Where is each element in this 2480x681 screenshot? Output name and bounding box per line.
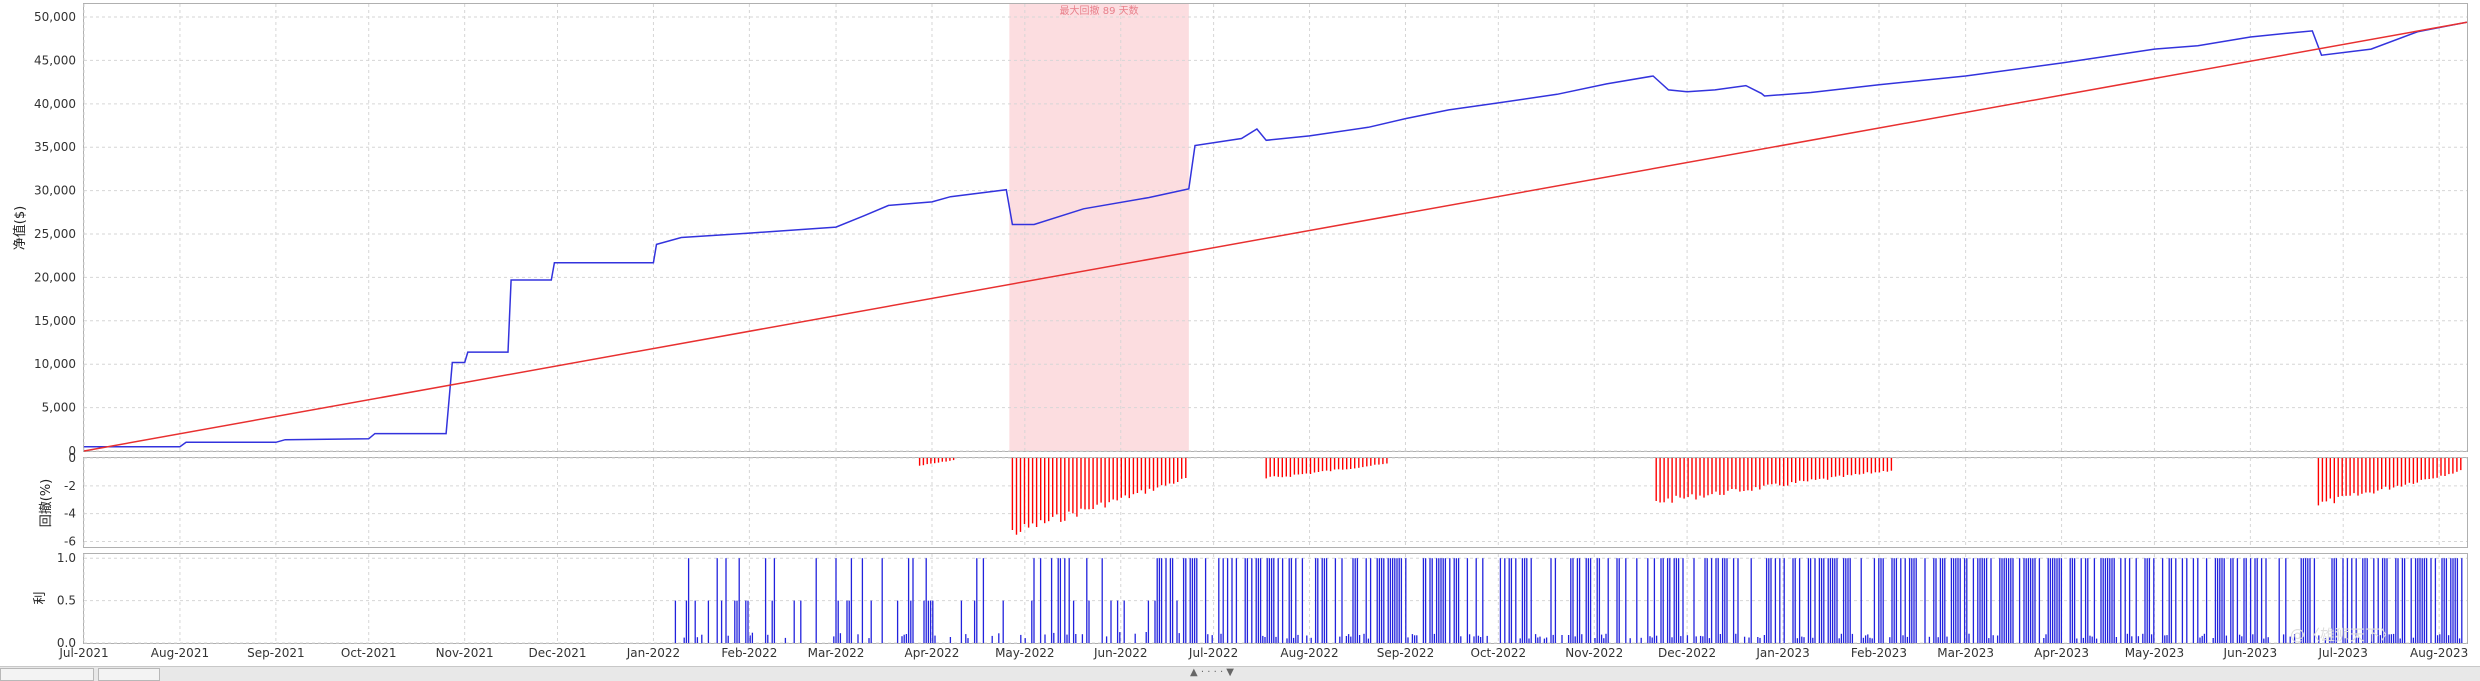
drawdown-axis-label: 回撤(%) bbox=[38, 479, 54, 528]
x-tick-label: Sep-2022 bbox=[1377, 646, 1435, 660]
x-tick-label: Mar-2022 bbox=[808, 646, 865, 660]
max-drawdown-highlight bbox=[1009, 4, 1189, 451]
bottom-tab-1[interactable] bbox=[0, 668, 94, 681]
x-tick-label: Jan-2022 bbox=[626, 646, 680, 660]
profit-axis-label: 利 bbox=[33, 591, 48, 604]
equity-y-tick: 15,000 bbox=[34, 314, 76, 328]
equity-line bbox=[84, 21, 2468, 448]
backtest-chart: 最大回撤 89 天数 50,000 45,000 40,000 35,000 30,00… bbox=[12, 3, 2468, 660]
equity-panel bbox=[83, 3, 2468, 452]
x-tick-label: Jun-2022 bbox=[1093, 646, 1148, 660]
drawdown-y-tick: -4 bbox=[64, 507, 76, 521]
equity-y-tick: 20,000 bbox=[34, 270, 76, 284]
bottom-scroll-strip[interactable]: ▲ · · · · ▼ bbox=[0, 666, 2480, 681]
profit-y-tick: 0.5 bbox=[57, 594, 76, 608]
drawdown-y-tick: -2 bbox=[64, 479, 76, 493]
x-tick-labels: Jul-2021 Aug-2021 Sep-2021 Oct-2021 Nov-2021… bbox=[58, 646, 2468, 660]
x-tick-label: Dec-2022 bbox=[1658, 646, 1716, 660]
x-tick-label: Oct-2021 bbox=[341, 646, 397, 660]
x-tick-label: Aug-2021 bbox=[151, 646, 209, 660]
equity-y-tick: 50,000 bbox=[34, 10, 76, 24]
drawdown-bars-group bbox=[918, 458, 2462, 535]
x-tick-label: Jan-2023 bbox=[1755, 646, 1809, 660]
x-tick-label: May-2022 bbox=[995, 646, 1054, 660]
profit-bars-group bbox=[674, 558, 2463, 643]
grid-lines bbox=[83, 4, 2467, 644]
resize-grip-icon[interactable]: ▲ · · · · ▼ bbox=[1190, 667, 1234, 678]
x-tick-label: May-2023 bbox=[2125, 646, 2184, 660]
equity-series-group bbox=[83, 21, 2468, 452]
profit-y-tick: 1.0 bbox=[57, 551, 76, 565]
y-tick-labels: 50,000 45,000 40,000 35,000 30,000 25,000 20,0… bbox=[34, 10, 76, 650]
bottom-tab-2[interactable] bbox=[98, 668, 160, 681]
equity-y-tick: 10,000 bbox=[34, 357, 76, 371]
equity-y-tick: 35,000 bbox=[34, 140, 76, 154]
x-tick-label: Mar-2023 bbox=[1937, 646, 1994, 660]
equity-y-tick: 5,000 bbox=[42, 401, 76, 415]
x-tick-label: Jul-2023 bbox=[2318, 646, 2368, 660]
x-tick-label: Apr-2022 bbox=[905, 646, 960, 660]
equity-y-tick: 25,000 bbox=[34, 227, 76, 241]
x-tick-label: Feb-2023 bbox=[1851, 646, 1907, 660]
x-tick-label: Jul-2021 bbox=[58, 646, 108, 660]
profit-y-tick: 0.0 bbox=[57, 636, 76, 650]
equity-y-tick: 0 bbox=[68, 444, 76, 458]
x-tick-label: Nov-2021 bbox=[436, 646, 494, 660]
x-tick-label: Feb-2022 bbox=[721, 646, 777, 660]
watermark: @〈雄狮天下〉 bbox=[2290, 626, 2395, 644]
x-tick-label: Jun-2023 bbox=[2223, 646, 2278, 660]
x-tick-label: Jul-2022 bbox=[1188, 646, 1238, 660]
x-tick-label: Aug-2022 bbox=[1280, 646, 1338, 660]
drawdown-panel bbox=[83, 457, 2468, 548]
drawdown-y-tick: -6 bbox=[64, 534, 76, 548]
equity-axis-label: 净值($) bbox=[12, 206, 28, 250]
drawdown-y-tick: 0 bbox=[68, 451, 76, 465]
max-drawdown-label: 最大回撤 89 天数 bbox=[1060, 4, 1139, 17]
x-tick-label: Nov-2022 bbox=[1565, 646, 1623, 660]
benchmark-line bbox=[83, 21, 2468, 452]
x-tick-label: Dec-2021 bbox=[528, 646, 586, 660]
x-tick-label: Oct-2022 bbox=[1471, 646, 1527, 660]
x-tick-label: Aug-2023 bbox=[2410, 646, 2468, 660]
equity-y-tick: 40,000 bbox=[34, 97, 76, 111]
x-tick-label: Sep-2021 bbox=[247, 646, 305, 660]
equity-y-tick: 30,000 bbox=[34, 184, 76, 198]
equity-y-tick: 45,000 bbox=[34, 53, 76, 67]
x-tick-label: Apr-2023 bbox=[2034, 646, 2089, 660]
